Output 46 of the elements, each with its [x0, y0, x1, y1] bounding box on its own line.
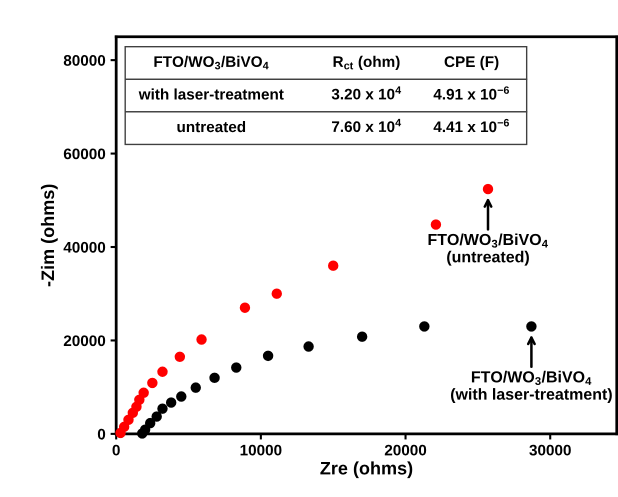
annotation: 3.20 x 10$^{4}$	[332, 86, 402, 100]
point	[157, 366, 168, 377]
annotation: untreated	[177, 120, 246, 132]
point	[209, 372, 220, 384]
point	[303, 341, 314, 352]
y-tick-label: 40000	[64, 242, 106, 253]
x-axis-title: Zre (ohms)	[320, 461, 412, 478]
point	[231, 362, 242, 373]
point	[482, 184, 494, 194]
point	[176, 391, 186, 402]
x-tick-label: 30000	[529, 444, 571, 456]
annotation: 7.60 x 10$^{4}$	[332, 118, 402, 132]
point	[138, 388, 149, 398]
annotation: with laser-treatment	[138, 88, 284, 100]
point	[262, 350, 274, 362]
point	[328, 260, 338, 271]
point	[526, 321, 537, 332]
annotation: FTO/WO$_{3}$/BiVO$_{4}$ (untreated)	[428, 233, 548, 266]
y-tick-label: 60000	[64, 148, 106, 160]
x-tick-label: 10000	[240, 444, 282, 456]
y-tick-label: 0	[98, 428, 106, 440]
point	[151, 411, 162, 422]
point	[196, 334, 207, 345]
annotation: FTO/WO$_{3}$/BiVO$_{4}$ (with laser-treatment)	[451, 370, 612, 403]
x-tick-label: 20000	[384, 444, 426, 456]
point	[166, 397, 176, 408]
annotation: 4.41 x 10$^{−6}$	[434, 118, 509, 132]
annotation: 4.91 x 10$^{−6}$	[434, 86, 509, 100]
y-tick-label: 20000	[64, 335, 106, 346]
point	[144, 418, 156, 428]
point	[174, 352, 186, 362]
y-axis-title: -Zim (ohms)	[40, 184, 58, 286]
point	[430, 219, 442, 230]
point	[272, 288, 282, 299]
annotation: CPE (F)	[444, 56, 498, 70]
point	[240, 302, 250, 313]
point	[356, 332, 368, 342]
y-tick-label: 80000	[64, 55, 106, 66]
x-tick-label: 0	[112, 444, 120, 456]
annotation: R$_{ct}$ (ohm)	[334, 56, 400, 70]
annotation: FTO/WO$_{3}$/BiVO$_{4}$	[154, 56, 269, 70]
point	[118, 422, 130, 432]
point	[157, 403, 168, 414]
point	[190, 382, 201, 393]
point	[147, 378, 158, 388]
point	[419, 321, 430, 332]
